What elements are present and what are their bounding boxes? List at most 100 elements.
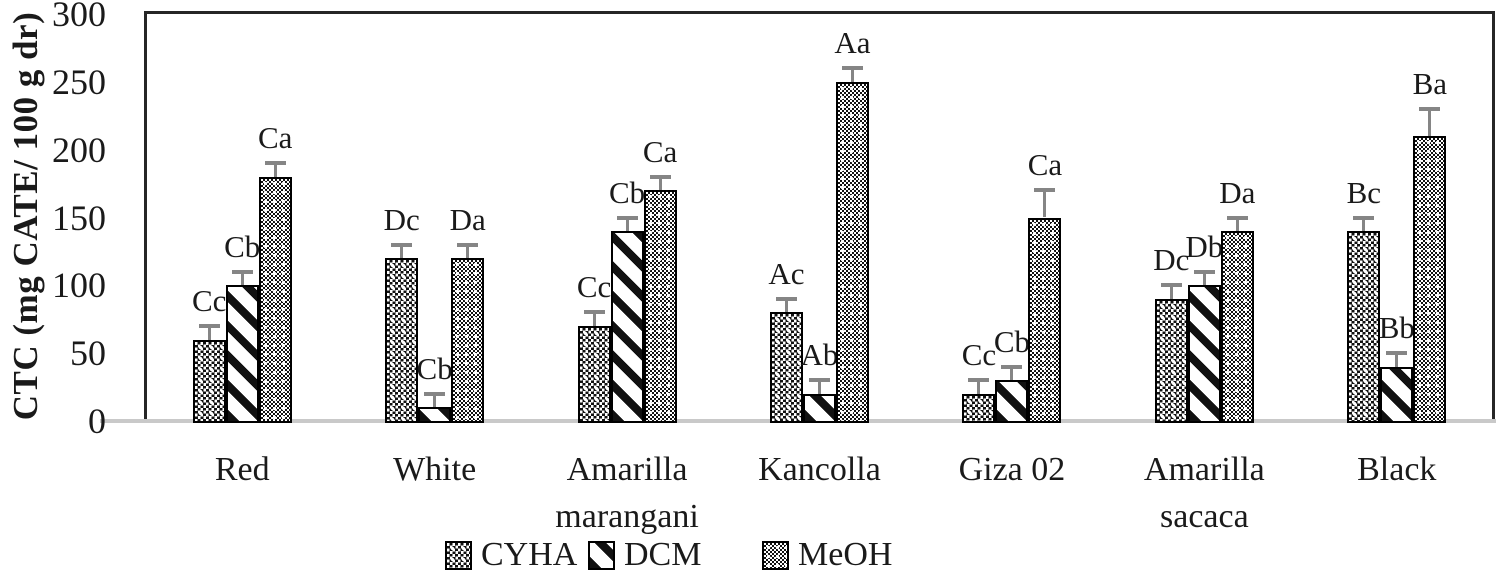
error-bar-cap [1034, 188, 1056, 193]
significance-label: Aa [834, 25, 871, 61]
y-tick-label: 50 [70, 333, 106, 374]
bar-meoh-black [1413, 136, 1447, 423]
y-tick-label: 250 [52, 61, 106, 102]
bar-dcm-black [1380, 366, 1414, 423]
y-tick-label: 200 [52, 129, 106, 170]
error-bar-stem [207, 326, 211, 340]
error-bar-cap [1353, 215, 1375, 220]
y-tick-label: 300 [52, 0, 106, 34]
bar-dcm-red [225, 285, 259, 423]
error-bar-stem [273, 163, 277, 177]
error-bar-stem [1428, 108, 1432, 137]
error-bar-cap [391, 242, 413, 247]
error-bar-stem [785, 298, 788, 313]
error-bar-cap [842, 66, 863, 71]
significance-label: Cb [416, 350, 453, 386]
plot-area-frame [144, 11, 1495, 422]
legend-item-cyha: CYHA [445, 536, 577, 574]
error-bar-cap [424, 391, 446, 396]
significance-label: Cb [608, 174, 646, 210]
error-bar-cap [1160, 283, 1182, 288]
error-bar-cap [1001, 364, 1023, 369]
bar-cyha-kancolla [770, 312, 803, 423]
error-bar-cap [1419, 106, 1441, 111]
error-bar-stem [1362, 217, 1366, 232]
y-tick-label: 100 [52, 265, 106, 306]
error-bar-cap [776, 296, 797, 301]
y-tick-label: 150 [52, 197, 106, 238]
error-bar-cap [583, 310, 605, 315]
bar-meoh-white [451, 258, 485, 423]
error-bar-stem [977, 380, 981, 394]
error-bar-cap [649, 174, 671, 179]
significance-label: Db [1185, 228, 1224, 264]
bar-dcm-white [418, 407, 452, 423]
significance-label: Cc [191, 283, 227, 319]
error-bar-stem [1043, 190, 1047, 218]
legend-marker-dots-coarse-icon [445, 540, 472, 570]
significance-label: Dc [383, 201, 420, 237]
significance-label: Dc [1153, 242, 1190, 278]
bar-cyha-red [192, 339, 226, 423]
significance-label: Da [449, 201, 486, 237]
error-bar-cap [809, 378, 830, 383]
bar-meoh-giza-02 [1028, 217, 1062, 423]
legend-item-meoh: MeOH [762, 536, 892, 574]
significance-label: Da [1219, 174, 1256, 210]
error-bar-stem [1010, 366, 1014, 381]
bar-cyha-black [1347, 231, 1381, 423]
error-bar-stem [658, 176, 662, 191]
significance-label: Cb [224, 228, 261, 264]
significance-label: Ac [768, 255, 805, 291]
x-axis-label-amarilla-sacaca: Amarilla sacaca [1143, 451, 1265, 535]
error-bar-stem [818, 380, 821, 394]
bar-dcm-giza-02 [995, 380, 1029, 423]
significance-label: Cc [576, 269, 612, 305]
error-bar-stem [592, 312, 596, 327]
legend-label-dcm: DCM [624, 536, 702, 573]
significance-label: Cc [961, 337, 997, 373]
error-bar-stem [240, 271, 244, 286]
bar-cyha-amarilla-marangani [577, 326, 611, 423]
x-axis-label-amarilla-marangani: Amarilla marangani [555, 451, 699, 535]
significance-label: Ba [1412, 65, 1447, 101]
x-axis-label-red: Red [214, 451, 270, 488]
bar-dcm-amarilla-marangani [610, 231, 644, 423]
error-bar-stem [1395, 353, 1399, 367]
error-bar-stem [851, 68, 854, 82]
significance-label: Cb [993, 323, 1031, 359]
error-bar-stem [1235, 217, 1239, 232]
bar-meoh-red [258, 176, 292, 423]
error-bar-cap [457, 242, 479, 247]
error-bar-cap [264, 161, 286, 166]
error-bar-stem [466, 244, 470, 259]
bar-dcm-amarilla-sacaca [1187, 285, 1221, 423]
bar-cyha-white [385, 258, 419, 423]
bar-meoh-kancolla [836, 81, 869, 423]
error-bar-stem [1169, 285, 1173, 299]
legend-item-dcm: DCM [588, 536, 701, 574]
legend-marker-dots-fine-icon [762, 540, 789, 570]
legend-label-cyha: CYHA [481, 536, 578, 573]
error-bar-stem [433, 393, 437, 408]
legend-label-meoh: MeOH [798, 536, 893, 573]
x-axis-label-white: White [393, 451, 477, 488]
error-bar-cap [616, 215, 638, 220]
bar-meoh-amarilla-sacaca [1220, 231, 1254, 423]
error-bar-cap [1386, 351, 1408, 356]
bar-cyha-giza-02 [962, 393, 996, 423]
error-bar-stem [625, 217, 629, 232]
significance-label: Bc [1346, 174, 1381, 210]
bar-cyha-amarilla-sacaca [1154, 298, 1188, 423]
error-bar-stem [400, 244, 404, 259]
bar-meoh-amarilla-marangani [643, 190, 677, 423]
error-bar-cap [231, 269, 253, 274]
error-bar-stem [1202, 271, 1206, 286]
significance-label: Ca [1027, 147, 1063, 183]
x-axis-label-kancolla: Kancolla [758, 451, 881, 488]
bar-dcm-kancolla [803, 393, 836, 423]
error-bar-cap [1226, 215, 1248, 220]
significance-label: Bb [1378, 310, 1415, 346]
error-bar-cap [968, 378, 990, 383]
